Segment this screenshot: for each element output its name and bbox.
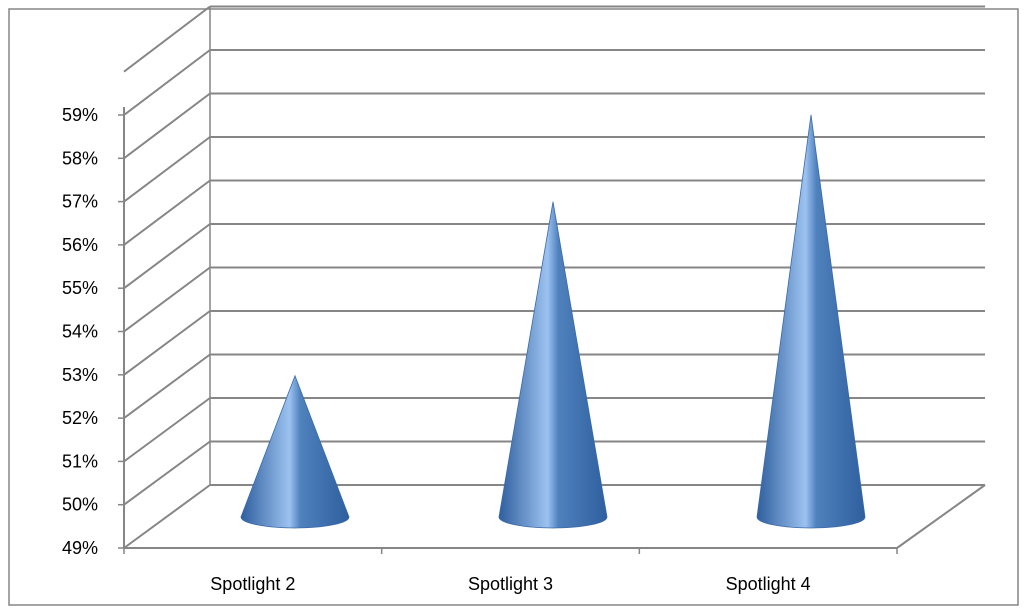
y-tick-label: 52% (62, 408, 98, 428)
y-tick-label: 58% (62, 148, 98, 168)
y-axis-ticks: 49% 50% 51% 52% 53% 54% 55% 56% 57% 58% 59% (62, 105, 898, 558)
y-tick-label: 57% (62, 192, 98, 212)
y-tick-label: 56% (62, 235, 98, 255)
cone-body (756, 114, 866, 529)
side-gridline (123, 266, 211, 333)
side-gridline (123, 49, 211, 116)
category-label: Spotlight 3 (468, 574, 553, 594)
side-gridline (123, 484, 211, 549)
cone-1 (240, 374, 350, 529)
side-gridline (123, 179, 211, 246)
side-gridline (123, 397, 211, 463)
cone-body (498, 201, 608, 529)
category-label: Spotlight 4 (726, 574, 811, 594)
y-tick-label: 50% (62, 495, 98, 515)
side-gridline (123, 310, 211, 376)
x-axis-categories: Spotlight 2 Spotlight 3 Spotlight 4 (210, 574, 810, 594)
y-tick-label: 59% (62, 105, 98, 125)
cone-body (240, 374, 350, 529)
cones (240, 114, 866, 529)
side-gridline (123, 136, 211, 203)
side-gridline (123, 92, 211, 160)
y-tick-label: 53% (62, 365, 98, 385)
category-label: Spotlight 2 (210, 574, 295, 594)
y-tick-label: 55% (62, 278, 98, 298)
cone-2 (498, 201, 608, 529)
y-tick-label: 51% (62, 451, 98, 471)
cone-3 (756, 114, 866, 529)
side-gridline (123, 353, 211, 419)
y-tick-label: 54% (62, 322, 98, 342)
floor-edge (896, 484, 986, 549)
side-gridline (123, 223, 211, 290)
y-tick-label: 49% (62, 538, 98, 558)
side-gridline (123, 440, 211, 506)
side-gridline (123, 5, 211, 73)
